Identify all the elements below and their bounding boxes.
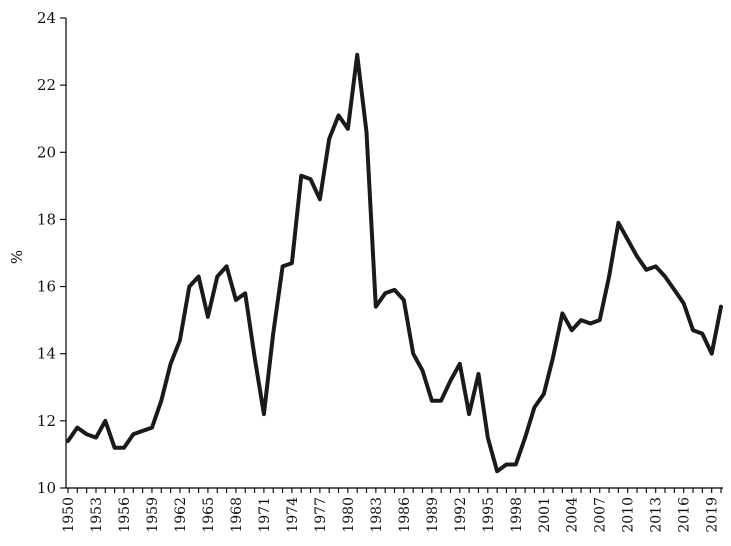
x-tick-label: 1974 [285, 497, 301, 533]
series-line [66, 52, 723, 474]
x-tick-label: 1992 [453, 497, 469, 533]
x-tick-label: 1956 [117, 497, 133, 533]
x-tick-label: 2019 [705, 497, 721, 533]
x-tick-label: 1980 [341, 497, 357, 533]
x-tick-label: 1998 [509, 497, 525, 533]
x-tick-label: 2010 [621, 497, 637, 533]
y-tick-label: 24 [37, 9, 56, 27]
y-tick-label: 12 [37, 412, 56, 430]
y-axis-label: % [8, 250, 26, 264]
y-tick-label: 14 [37, 345, 56, 363]
x-tick-label: 2007 [593, 497, 609, 533]
x-tick-label: 2004 [565, 497, 581, 533]
y-axis: 10 12 14 16 18 20 22 24 [37, 9, 67, 497]
y-tick-label: 18 [37, 210, 56, 228]
x-tick-label: 1962 [173, 497, 189, 533]
y-tick-label: 10 [37, 479, 56, 497]
x-tick-label: 1995 [481, 497, 497, 533]
x-axis: 1950 1953 1956 1959 1962 1965 1968 1971 1974 1977… [61, 487, 723, 533]
x-tick-label: 1971 [257, 497, 273, 533]
x-tick-label: 1983 [369, 497, 385, 533]
y-tick-label: 16 [37, 278, 56, 296]
x-tick-label: 2001 [537, 497, 553, 533]
x-tick-label: 1959 [145, 497, 161, 533]
x-tick-label: 1986 [397, 497, 413, 533]
x-tick-label: 1968 [229, 497, 245, 533]
y-tick-label: 20 [37, 143, 56, 161]
x-tick-label: 1965 [201, 497, 217, 533]
x-tick-label: 1950 [61, 497, 77, 533]
x-tick-label: 1953 [89, 497, 105, 533]
x-tick-label: 1989 [425, 497, 441, 533]
x-tick-label: 2013 [649, 497, 665, 533]
x-tick-label: 2016 [677, 497, 693, 533]
y-tick-label: 22 [37, 76, 56, 94]
x-tick-label: 1977 [313, 497, 329, 533]
